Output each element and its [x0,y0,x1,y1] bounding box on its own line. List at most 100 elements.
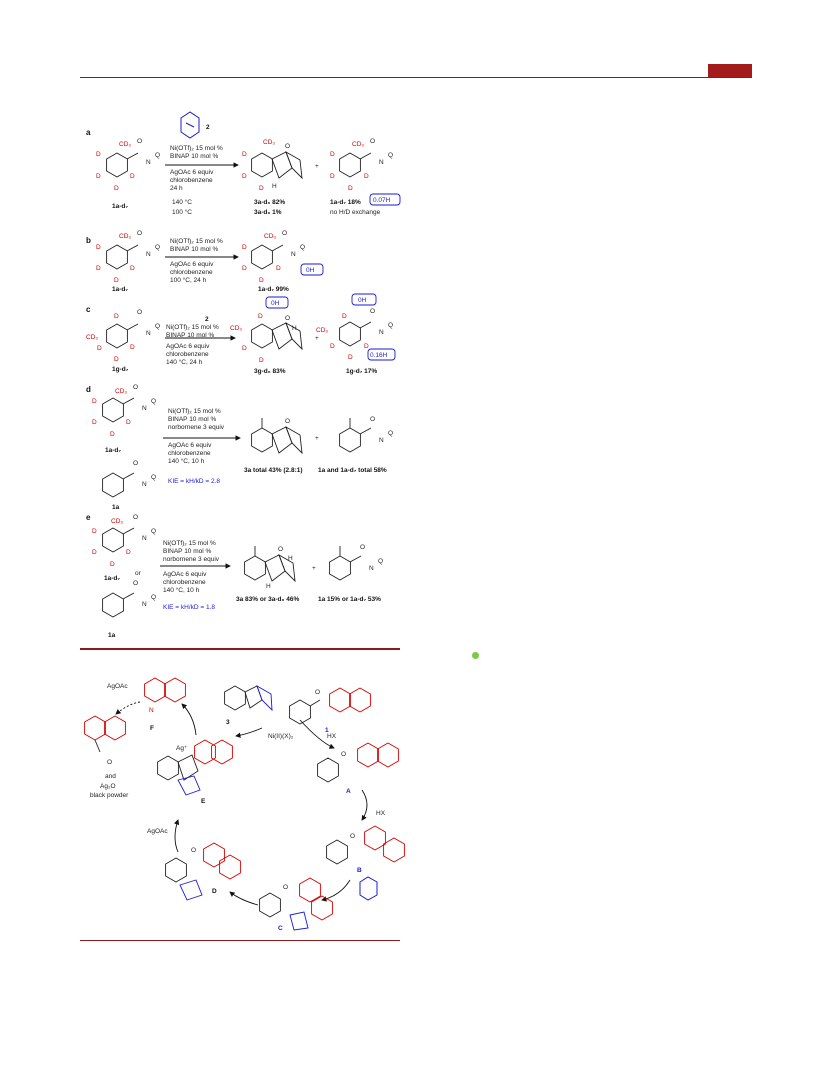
plus-d: + [315,435,319,442]
cycle-arrow-3 [321,879,351,902]
cycle-label-B: B [357,867,362,874]
svg-text:N: N [142,405,147,412]
svg-text:O: O [283,884,288,891]
svg-text:H: H [266,583,271,590]
reagent-a-3: AgOAc 6 equiv [170,169,214,176]
kie-d: KIE = kH/kD = 2.8 [168,478,220,485]
start-label-e-1: 1a-d₇ [104,575,120,582]
reagent-d-4: AgOAc 6 equiv [168,442,212,449]
plus-e: + [312,565,316,572]
svg-text:D: D [330,173,335,180]
svg-text:D: D [92,528,97,535]
box-a [369,193,401,206]
svg-text:N: N [146,159,151,166]
intermediate-E [157,739,233,796]
svg-text:D: D [110,431,115,438]
reagent-d-1: Ni(OTf)₂ 15 mol % [168,408,221,415]
start-label-d-2: 1a [112,504,120,511]
reagent-e-1: Ni(OTf)₂ 15 mol % [163,540,216,547]
start-label-d-1: 1a-d₇ [105,447,121,454]
substrate-1a-d7-a: CD₃ D D D D O N Q [96,138,160,192]
reagent-e-5: chlorobenzene [163,579,206,586]
product-3g-d6-c: D CD₃ D D O H [230,313,303,364]
svg-text:Q: Q [378,558,383,565]
svg-text:O: O [315,689,320,696]
reagent-b-2: BINAP 10 mol % [170,246,219,253]
panel-a-label: a [86,128,91,137]
panel-c-label: c [86,305,91,314]
intermediate-D: O [165,842,241,901]
box-c2 [351,293,377,306]
svg-text:D: D [259,357,264,364]
svg-text:D: D [96,173,101,180]
svg-text:D: D [97,345,102,352]
substrate-1g-d7-c: D CD₃ D D D O N Q [86,309,160,363]
box-a-text: 0.07H [373,197,391,204]
svg-text:Q: Q [300,244,305,251]
svg-text:D: D [348,354,353,361]
svg-text:D: D [342,313,347,320]
start-label-b: 1a-d₇ [112,286,128,293]
svg-text:N: N [379,159,384,166]
svg-text:Q: Q [155,323,160,330]
svg-text:O: O [350,833,355,840]
svg-text:CD₃: CD₃ [352,141,364,148]
svg-text:Q: Q [151,594,156,601]
svg-text:Q: Q [388,430,393,437]
recovered-1a-d7-b: CD₃ D D D D O N Q [242,230,305,284]
cycle-label-3: 3 [226,719,230,726]
cycle-label-C: C [278,925,283,932]
reagent-d-5: chlorobenzene [168,450,211,457]
product-a-yield-1: 3a-d₆ 82% [254,199,285,206]
reagent-e-2: BINAP 10 mol % [163,548,212,555]
reagent-e-6: 140 °C, 10 h [163,586,200,594]
cycle-label-F: F [150,725,154,732]
svg-text:Q: Q [151,528,156,535]
substrate-1a-d7-d: CD₃ D D D D O N Q [92,384,156,438]
svg-text:N: N [146,251,151,258]
svg-text:D: D [114,356,119,363]
product-d-yield: 3a total 43% (2.8:1) [244,467,303,474]
svg-text:O: O [133,384,138,391]
svg-text:D: D [92,549,97,556]
svg-text:O: O [285,143,290,150]
box-c1-text: 0H [271,300,280,307]
svg-text:CD₃: CD₃ [316,327,328,334]
start-label-e-2: 1a [108,632,116,639]
svg-text:H: H [272,183,277,190]
svg-text:CD₃: CD₃ [115,388,127,395]
start-label-a: 1a-d₇ [112,203,128,210]
svg-text:D: D [130,265,135,272]
svg-text:CD₃: CD₃ [263,139,275,146]
recovered-d-yield: 1a and 1a-d₇ total 58% [318,467,387,474]
cycle-label-D: D [212,888,217,895]
intermediate-A: O [317,742,399,783]
reagent-b-4: chlorobenzene [170,269,213,276]
svg-text:N: N [142,601,147,608]
svg-text:D: D [242,151,247,158]
dotted-arrow [115,701,141,715]
additive-number-a: 2 [206,124,210,131]
svg-text:O: O [191,847,196,854]
svg-text:N: N [379,437,384,444]
svg-text:D: D [130,344,135,351]
header-color-tab [708,64,752,77]
agoac-top: AgOAc [107,683,128,690]
agoac-left: AgOAc [147,828,168,835]
product-e-yield: 3a 83% or 3a-d₆ 46% [236,596,300,603]
svg-text:O: O [370,138,375,145]
panel-d-label: d [86,385,91,394]
reagent-b-1: Ni(OTf)₂ 15 mol % [170,238,223,245]
reagent-e-3: norbornene 3 equiv [163,556,220,563]
svg-text:O: O [370,416,375,423]
reagent-c-4: chlorobenzene [166,351,209,358]
svg-text:D: D [114,313,119,320]
svg-text:O: O [133,514,138,521]
recovered-a-2: no H/D exchange [330,209,381,216]
additive-number-c: 2 [205,316,209,323]
product-b-yield: 1a-d₇ 99% [258,286,289,293]
box-c2-text: 0H [358,297,367,304]
product-3a-d: O [251,418,303,455]
product-3a-d6-a: CD₃ D D D O H [242,139,303,192]
